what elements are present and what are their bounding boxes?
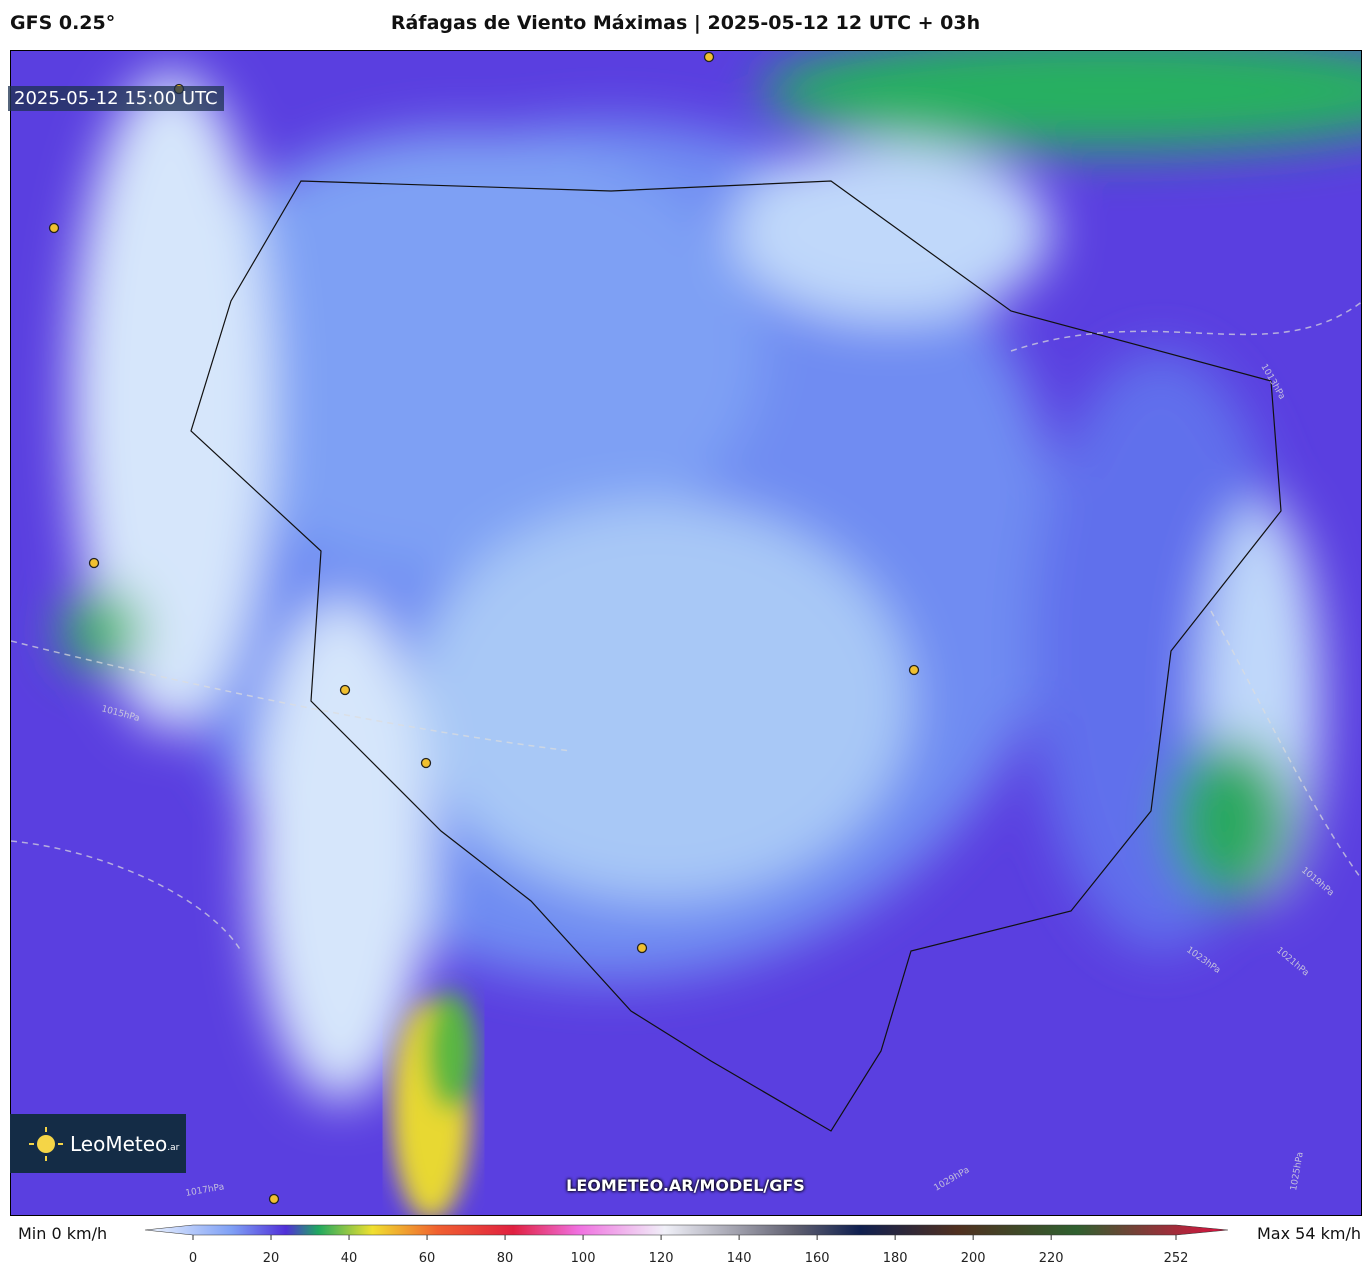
city-marker: [636, 942, 648, 954]
logo-suffix: .ar: [167, 1142, 180, 1153]
logo-name: LeoMeteo: [70, 1131, 168, 1156]
map-field: [11, 51, 1361, 1215]
colorbar-tick-label: 60: [419, 1251, 436, 1264]
colorbar-tick-label: 80: [497, 1251, 514, 1264]
url: LEOMETEO.AR/MODEL/GFS: [566, 1176, 805, 1195]
isobar-label: 1015hPa: [100, 704, 140, 724]
city-marker: [908, 664, 920, 676]
city-marker: [88, 557, 100, 569]
city-marker: [268, 1193, 280, 1205]
colorbar-tick-label: 100: [571, 1251, 596, 1264]
city-marker: [420, 757, 432, 769]
timestamp: 2025-05-12 15:00 UTC: [8, 86, 224, 111]
model-label: GFS 0.25°: [10, 12, 116, 34]
city-marker: [48, 222, 60, 234]
colorbar-tick-label: 140: [727, 1251, 752, 1264]
isobar-label: 1021hPa: [1274, 946, 1310, 979]
colorbar-tick-label: 252: [1164, 1251, 1189, 1264]
isobar-label: 1013hPa: [1258, 363, 1286, 402]
colorbar-min: Min 0 km/h: [18, 1224, 108, 1243]
map: 1013hPa 1015hPa 1017hPa 1019hPa 1021hPa 1023h…: [10, 50, 1362, 1216]
colorbar-tick-label: 160: [805, 1251, 830, 1264]
colorbar-tick-label: 120: [649, 1251, 674, 1264]
colorbar-tick-label: 180: [883, 1251, 908, 1264]
city-marker: [703, 51, 715, 63]
isobar-label: 1023hPa: [1184, 945, 1222, 976]
colorbar-tick-label: 0: [189, 1251, 197, 1264]
colorbar-tick-label: 220: [1039, 1251, 1064, 1264]
isobar-labels: 1013hPa1015hPa1017hPa1019hPa1021hPa1023h…: [48, 51, 1335, 1205]
isobar-label: 1019hPa: [1299, 866, 1335, 899]
logo-sun: [29, 1126, 63, 1161]
colorbar-tick-label: 200: [961, 1251, 986, 1264]
city-marker: [339, 684, 351, 696]
colorbar-tick-label: 20: [263, 1251, 280, 1264]
colorbar-tick-label: 40: [341, 1251, 358, 1264]
colorbar: 0 20 40 60 80 100 120 140 160 180 200 220 252: [144, 1224, 1229, 1264]
logo: LeoMeteo .ar: [10, 1114, 186, 1173]
colorbar-max: Max 54 km/h: [1257, 1224, 1361, 1243]
title: Ráfagas de Viento Máximas | 2025-05-12 1…: [390, 12, 981, 34]
